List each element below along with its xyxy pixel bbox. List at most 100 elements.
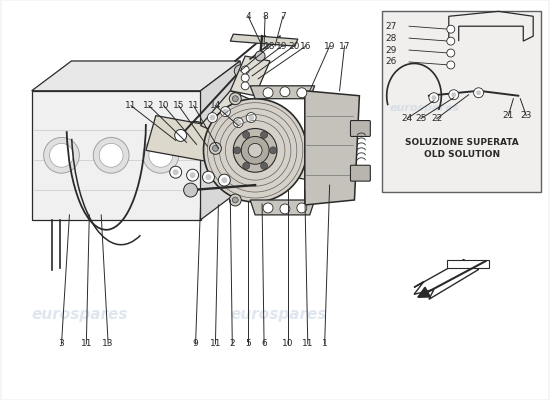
Circle shape: [175, 130, 186, 142]
Text: 19: 19: [324, 42, 336, 50]
Text: 11: 11: [210, 340, 221, 348]
Circle shape: [184, 183, 197, 197]
Circle shape: [263, 203, 273, 213]
Circle shape: [233, 118, 243, 128]
Text: 21: 21: [503, 111, 514, 120]
Circle shape: [206, 174, 211, 180]
Circle shape: [186, 169, 199, 181]
Circle shape: [149, 143, 173, 167]
Circle shape: [261, 162, 267, 169]
Text: 8: 8: [262, 12, 268, 21]
Text: 22: 22: [431, 114, 443, 123]
Circle shape: [210, 142, 221, 154]
Circle shape: [210, 114, 216, 120]
Text: 25: 25: [415, 114, 427, 123]
Text: 12: 12: [143, 101, 155, 110]
Text: 16: 16: [300, 42, 311, 50]
FancyBboxPatch shape: [350, 165, 370, 181]
Circle shape: [232, 96, 238, 102]
Circle shape: [143, 138, 179, 173]
Text: 18: 18: [265, 42, 276, 50]
Text: 17: 17: [339, 42, 350, 50]
Circle shape: [94, 138, 129, 173]
Circle shape: [188, 128, 204, 143]
Circle shape: [50, 143, 73, 167]
FancyBboxPatch shape: [350, 120, 370, 136]
Text: 4: 4: [245, 12, 251, 21]
Polygon shape: [230, 34, 298, 46]
Circle shape: [190, 172, 196, 178]
Circle shape: [447, 61, 455, 69]
Circle shape: [476, 90, 481, 95]
Polygon shape: [201, 61, 240, 220]
Circle shape: [243, 131, 250, 138]
Text: 10: 10: [158, 101, 169, 110]
Text: 11: 11: [80, 340, 92, 348]
Text: 11: 11: [125, 101, 137, 110]
Polygon shape: [447, 260, 488, 268]
Circle shape: [182, 122, 210, 149]
Polygon shape: [201, 91, 265, 140]
Circle shape: [212, 145, 218, 151]
Circle shape: [261, 131, 267, 138]
Text: 27: 27: [386, 22, 397, 31]
Circle shape: [431, 95, 436, 100]
Circle shape: [43, 138, 79, 173]
Circle shape: [246, 113, 256, 122]
Circle shape: [449, 90, 459, 100]
Circle shape: [451, 92, 456, 97]
Polygon shape: [32, 61, 240, 91]
Text: OLD SOLUTION: OLD SOLUTION: [424, 150, 500, 159]
Text: 11: 11: [302, 340, 314, 348]
Circle shape: [447, 25, 455, 33]
Text: eurospares: eurospares: [32, 128, 128, 144]
Text: 7: 7: [280, 12, 286, 21]
Text: 24: 24: [402, 114, 412, 123]
Circle shape: [263, 88, 273, 98]
Text: 10: 10: [282, 340, 294, 348]
Circle shape: [270, 147, 277, 154]
Text: eurospares: eurospares: [32, 307, 128, 322]
Polygon shape: [32, 91, 201, 220]
Circle shape: [229, 194, 241, 206]
Circle shape: [232, 197, 238, 203]
Circle shape: [255, 51, 265, 61]
Circle shape: [221, 177, 227, 183]
Circle shape: [447, 37, 455, 45]
Circle shape: [218, 174, 230, 186]
Polygon shape: [250, 200, 315, 215]
Circle shape: [234, 65, 246, 77]
Text: 15: 15: [173, 101, 184, 110]
Text: 20: 20: [288, 42, 300, 50]
Text: 6: 6: [261, 340, 267, 348]
Circle shape: [241, 74, 249, 82]
Text: eurospares: eurospares: [389, 103, 459, 113]
Polygon shape: [250, 86, 315, 99]
Circle shape: [297, 88, 307, 98]
Text: 11: 11: [188, 101, 199, 110]
Text: eurospares: eurospares: [230, 307, 327, 322]
Text: 14: 14: [210, 101, 221, 110]
Circle shape: [248, 143, 262, 157]
Circle shape: [280, 87, 290, 97]
Circle shape: [241, 66, 249, 74]
Text: eurospares: eurospares: [394, 132, 464, 142]
Circle shape: [221, 107, 230, 116]
Text: 28: 28: [386, 34, 397, 43]
Text: 3: 3: [59, 340, 64, 348]
Circle shape: [229, 93, 241, 105]
Text: 13: 13: [102, 340, 114, 348]
Circle shape: [243, 162, 250, 169]
Circle shape: [429, 93, 439, 103]
Text: 5: 5: [245, 340, 251, 348]
Polygon shape: [414, 260, 478, 299]
Text: 26: 26: [386, 58, 397, 66]
Text: 2: 2: [229, 340, 235, 348]
Circle shape: [235, 120, 241, 126]
Circle shape: [204, 99, 307, 202]
Circle shape: [280, 204, 290, 214]
Bar: [382, 11, 541, 192]
Circle shape: [233, 128, 277, 172]
Circle shape: [447, 49, 455, 57]
Text: SOLUZIONE SUPERATA: SOLUZIONE SUPERATA: [405, 138, 519, 147]
